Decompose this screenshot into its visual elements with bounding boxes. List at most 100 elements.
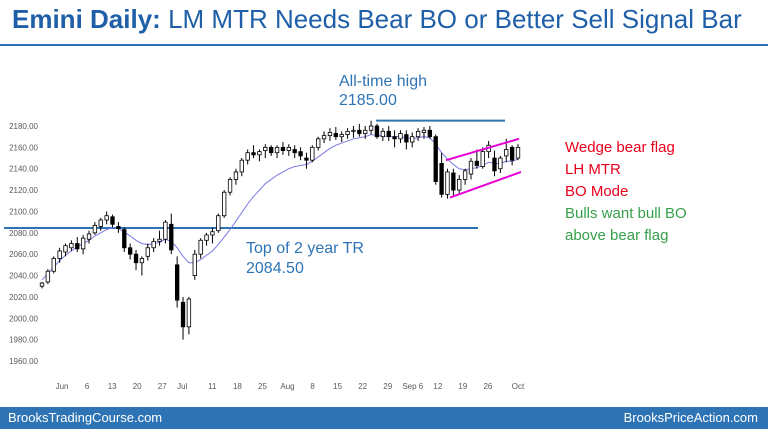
y-axis: 2180.00 2160.00 2140.00 2120.00 2100.00 2080.… (9, 122, 38, 366)
footer-left-link[interactable]: BrooksTradingCourse.com (8, 410, 163, 425)
candle (292, 145, 297, 159)
x-tick-label: 20 (133, 382, 142, 391)
candle (345, 128, 350, 139)
candle-body (104, 215, 109, 221)
wedge-upper-line (445, 137, 520, 162)
candle (457, 175, 462, 194)
candle-body (263, 146, 268, 151)
candle-body (39, 282, 45, 287)
candle-body (92, 224, 98, 234)
candle-body (351, 129, 356, 132)
candle-body (498, 157, 503, 170)
x-tick-label: 18 (233, 382, 242, 391)
candle (139, 256, 145, 276)
candle-body (321, 135, 327, 140)
candle-body (157, 238, 162, 242)
x-tick-label: 22 (358, 382, 367, 391)
candle-body (298, 151, 303, 157)
candle (145, 243, 150, 261)
candle (327, 128, 333, 141)
candle-body (504, 149, 509, 157)
title-rest: LM MTR Needs Bear BO or Better Sell Sign… (168, 4, 742, 34)
candle-body (492, 157, 497, 172)
candle (462, 168, 468, 185)
candle (239, 158, 244, 177)
y-tick-label: 1960.00 (9, 357, 38, 366)
candle-body (174, 264, 180, 301)
candle-body (133, 253, 139, 264)
page-title: Emini Daily: LM MTR Needs Bear BO or Bet… (12, 4, 742, 35)
candle-body (280, 146, 286, 151)
x-tick-label: Jun (56, 382, 69, 391)
footer-right-link[interactable]: BrooksPriceAction.com (623, 410, 758, 425)
candle-body (462, 170, 468, 180)
y-tick-label: 2000.00 (9, 314, 38, 323)
candle-body (116, 226, 121, 229)
candle (515, 144, 521, 161)
moving-average (41, 134, 519, 281)
candle (509, 145, 515, 166)
candle-body (304, 157, 309, 161)
candle-body (257, 151, 262, 156)
candle-body (451, 172, 456, 191)
note-wedge-bear-flag: Wedge bear flag (565, 139, 675, 156)
wedge-lines (445, 137, 522, 199)
candle (368, 120, 374, 135)
candle-body (363, 129, 368, 134)
candle (263, 144, 268, 159)
candle-body (198, 239, 203, 255)
candle (363, 126, 368, 139)
candle-body (474, 160, 480, 166)
candle-body (410, 136, 415, 143)
candle (386, 126, 391, 141)
x-tick-label: 29 (383, 382, 392, 391)
candle (427, 126, 433, 139)
candle-body (233, 171, 239, 180)
candle-body (386, 130, 391, 138)
candle-body (404, 134, 409, 143)
candle (198, 238, 203, 259)
candle-body (63, 245, 68, 253)
candle-body (292, 149, 297, 154)
candle-body (69, 243, 74, 249)
candle (174, 256, 180, 308)
candle (57, 247, 62, 263)
x-tick-label: 26 (483, 382, 492, 391)
wedge-lower-line (449, 170, 522, 199)
candle (222, 190, 227, 218)
candle (45, 269, 51, 285)
candle (310, 145, 315, 163)
candle (380, 128, 386, 141)
candle (69, 240, 74, 251)
note-lh-mtr: LH MTR (565, 161, 621, 178)
candle-body (339, 134, 344, 138)
candle (404, 130, 409, 150)
x-tick-label: 12 (433, 382, 442, 391)
candle (127, 243, 133, 260)
y-tick-label: 2180.00 (9, 122, 38, 131)
candle-body (415, 130, 421, 138)
candle-body (139, 258, 145, 264)
candle-body (216, 215, 221, 232)
candle-body (210, 231, 215, 236)
candle-body (274, 146, 280, 154)
candle-body (192, 253, 197, 276)
candle-body (80, 237, 86, 250)
candle-body (316, 138, 321, 148)
candle (274, 145, 280, 159)
candle-body (374, 125, 380, 138)
candle-body (222, 191, 227, 217)
candle (98, 217, 103, 231)
candle (75, 237, 80, 253)
candle (186, 296, 192, 335)
x-tick-label: 6 (85, 382, 90, 391)
candle-body (380, 130, 386, 138)
candle (410, 132, 415, 148)
candle (351, 126, 356, 138)
candle-body (480, 151, 485, 167)
candle (86, 230, 92, 244)
x-tick-label: Jul (177, 382, 187, 391)
candle (192, 249, 197, 280)
candle (374, 123, 380, 139)
